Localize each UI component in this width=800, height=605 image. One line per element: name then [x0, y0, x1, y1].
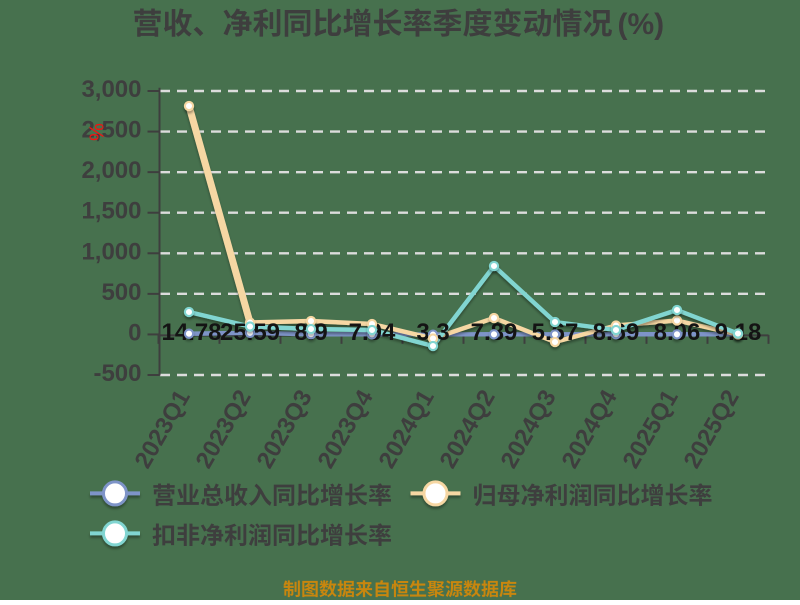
svg-text:1,000: 1,000	[81, 238, 141, 265]
svg-text:(%): (%)	[618, 8, 665, 41]
svg-text:3,000: 3,000	[81, 76, 141, 103]
svg-text:0: 0	[128, 319, 141, 346]
svg-text:-500: -500	[93, 360, 141, 387]
svg-text:2,500: 2,500	[81, 117, 141, 144]
svg-text:2,000: 2,000	[81, 157, 141, 184]
svg-text:500: 500	[101, 279, 141, 306]
svg-text:1,500: 1,500	[81, 198, 141, 225]
svg-text:%: %	[85, 123, 107, 141]
